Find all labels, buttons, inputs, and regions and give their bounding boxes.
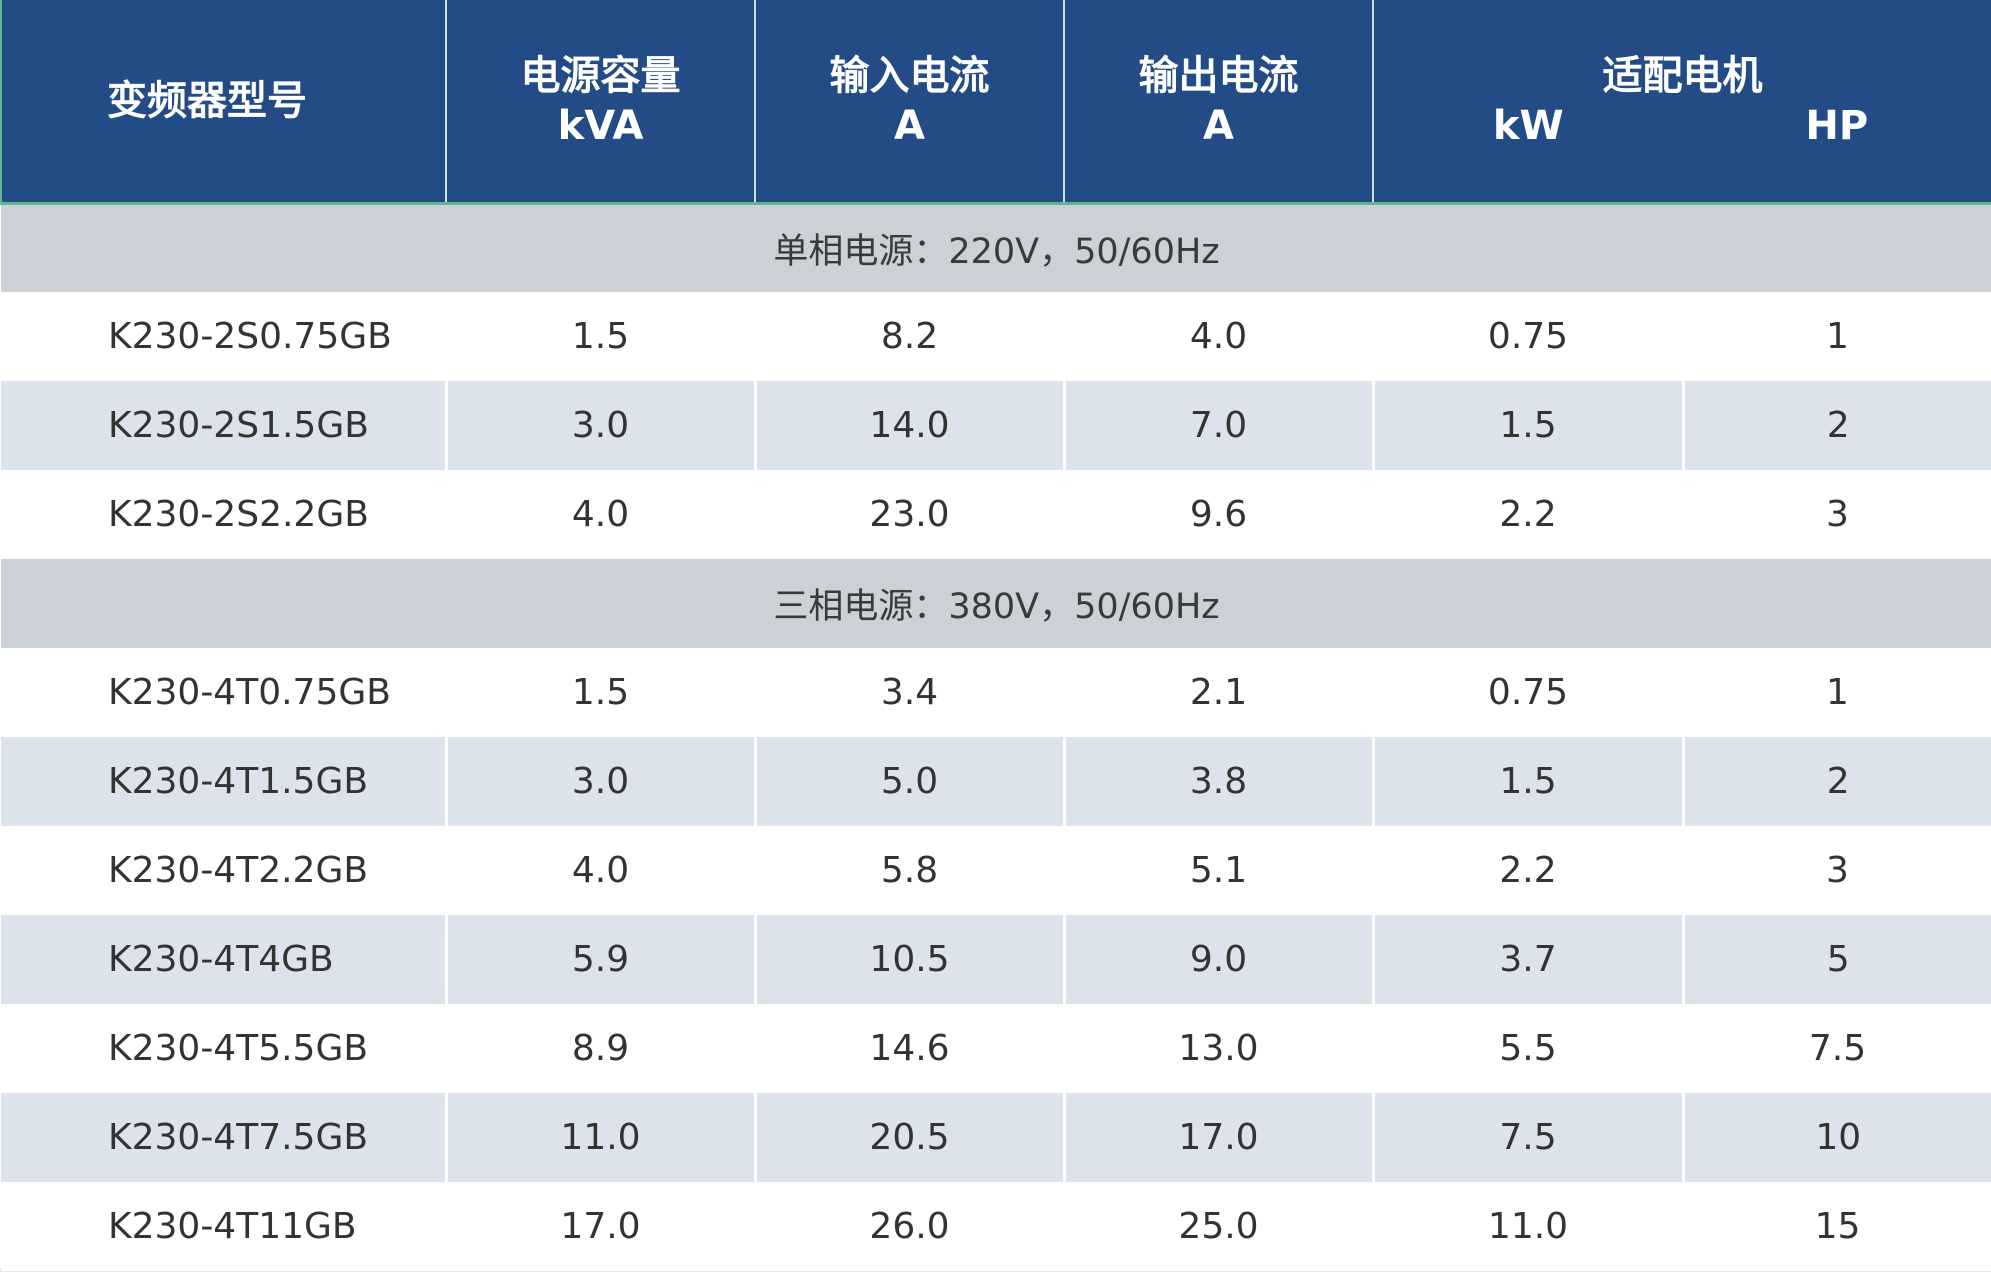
cell-motor-hp: 1	[1683, 292, 1991, 381]
table-row: K230-4T11GB 17.0 26.0 25.0 11.0 15	[1, 1182, 1991, 1271]
header-motor-group: 适配电机 kW HP	[1374, 51, 1991, 151]
cell-capacity: 8.9	[446, 1004, 755, 1093]
cell-input-current: 8.2	[755, 292, 1064, 381]
header-input-current: 输入电流 A	[755, 0, 1065, 205]
cell-capacity: 3.0	[446, 381, 757, 470]
section-row: 单相电源：220V，50/60Hz	[1, 203, 1991, 292]
table-row: K230-2S2.2GB 4.0 23.0 9.6 2.2 3	[1, 470, 1991, 559]
header-motor-label: 适配电机	[1602, 52, 1763, 99]
header-capacity-unit: kVA	[557, 102, 644, 149]
cell-capacity: 1.5	[446, 292, 755, 381]
cell-motor-hp: 7.5	[1683, 1004, 1991, 1093]
cell-motor-kw: 0.75	[1373, 292, 1683, 381]
cell-model: K230-4T0.75GB	[1, 648, 446, 737]
cell-model: K230-4T5.5GB	[1, 1004, 446, 1093]
table-row: K230-4T7.5GB 11.0 20.5 17.0 7.5 10	[1, 1093, 1991, 1182]
header-input-label: 输入电流	[829, 52, 990, 99]
cell-input-current: 3.4	[755, 648, 1064, 737]
cell-motor-hp: 15	[1683, 1182, 1991, 1271]
cell-motor-kw: 1.5	[1373, 381, 1685, 470]
header-motor-units: kW HP	[1374, 101, 1991, 151]
header-capacity-label: 电源容量	[520, 52, 681, 99]
cell-output-current: 2.1	[1064, 648, 1373, 737]
cell-motor-hp: 1	[1683, 648, 1991, 737]
cell-input-current: 23.0	[755, 470, 1064, 559]
cell-output-current: 17.0	[1064, 1093, 1375, 1182]
cell-input-current: 5.0	[755, 737, 1066, 826]
cell-motor-hp: 2	[1683, 381, 1991, 470]
table-body: 单相电源：220V，50/60Hz K230-2S0.75GB 1.5 8.2 4.0 0…	[1, 203, 1991, 1271]
header-output-current: 输出电流 A	[1064, 0, 1374, 205]
header-model: 变频器型号	[0, 0, 447, 205]
header-output-label: 输出电流	[1138, 52, 1299, 99]
cell-motor-kw: 11.0	[1373, 1182, 1683, 1271]
cell-input-current: 14.0	[755, 381, 1066, 470]
cell-motor-hp: 10	[1683, 1093, 1991, 1182]
cell-capacity: 4.0	[446, 826, 755, 915]
cell-capacity: 5.9	[446, 915, 757, 1004]
cell-motor-kw: 2.2	[1373, 470, 1683, 559]
cell-output-current: 9.0	[1064, 915, 1375, 1004]
cell-motor-kw: 1.5	[1373, 737, 1685, 826]
cell-output-current: 7.0	[1064, 381, 1375, 470]
header-capacity: 电源容量 kVA	[446, 0, 756, 205]
cell-motor-kw: 0.75	[1373, 648, 1683, 737]
cell-model: K230-4T1.5GB	[1, 737, 448, 826]
header-motor: 适配电机 kW HP	[1373, 0, 1991, 205]
cell-motor-kw: 3.7	[1373, 915, 1685, 1004]
cell-output-current: 9.6	[1064, 470, 1373, 559]
cell-input-current: 26.0	[755, 1182, 1064, 1271]
table-row: K230-4T4GB 5.9 10.5 9.0 3.7 5	[1, 915, 1991, 1004]
cell-capacity: 11.0	[446, 1093, 757, 1182]
header-motor-unit-kw: kW	[1492, 102, 1564, 149]
cell-model: K230-4T7.5GB	[1, 1093, 448, 1182]
cell-model: K230-2S0.75GB	[1, 292, 446, 381]
cell-motor-kw: 7.5	[1373, 1093, 1685, 1182]
cell-output-current: 4.0	[1064, 292, 1373, 381]
cell-motor-kw: 2.2	[1373, 826, 1683, 915]
table-row: K230-4T1.5GB 3.0 5.0 3.8 1.5 2	[1, 737, 1991, 826]
table-row: K230-4T5.5GB 8.9 14.6 13.0 5.5 7.5	[1, 1004, 1991, 1093]
table-row: K230-2S1.5GB 3.0 14.0 7.0 1.5 2	[1, 381, 1991, 470]
cell-motor-hp: 2	[1683, 737, 1991, 826]
cell-motor-hp: 3	[1683, 826, 1991, 915]
cell-input-current: 5.8	[755, 826, 1064, 915]
header-row: 变频器型号 电源容量 kVA 输入电流 A 输出电流 A 适配电机	[0, 0, 1991, 205]
cell-capacity: 17.0	[446, 1182, 755, 1271]
cell-input-current: 14.6	[755, 1004, 1064, 1093]
section-title: 单相电源：220V，50/60Hz	[1, 203, 1991, 292]
cell-model: K230-2S2.2GB	[1, 470, 446, 559]
cell-model: K230-4T11GB	[1, 1182, 446, 1271]
cell-output-current: 25.0	[1064, 1182, 1373, 1271]
table-header: 变频器型号 电源容量 kVA 输入电流 A 输出电流 A 适配电机	[0, 0, 1991, 205]
header-input-unit: A	[894, 102, 925, 149]
cell-output-current: 5.1	[1064, 826, 1373, 915]
section-row: 三相电源：380V，50/60Hz	[1, 559, 1991, 648]
cell-motor-hp: 3	[1683, 470, 1991, 559]
cell-input-current: 10.5	[755, 915, 1066, 1004]
header-motor-unit-hp: HP	[1805, 102, 1869, 149]
cell-output-current: 3.8	[1064, 737, 1375, 826]
cell-motor-kw: 5.5	[1373, 1004, 1683, 1093]
table-row: K230-4T2.2GB 4.0 5.8 5.1 2.2 3	[1, 826, 1991, 915]
cell-model: K230-4T2.2GB	[1, 826, 446, 915]
cell-motor-hp: 5	[1683, 915, 1991, 1004]
cell-output-current: 13.0	[1064, 1004, 1373, 1093]
cell-model: K230-2S1.5GB	[1, 381, 448, 470]
table-row: K230-4T0.75GB 1.5 3.4 2.1 0.75 1	[1, 648, 1991, 737]
cell-input-current: 20.5	[755, 1093, 1066, 1182]
cell-model: K230-4T4GB	[1, 915, 448, 1004]
section-title: 三相电源：380V，50/60Hz	[1, 559, 1991, 648]
header-model-label: 变频器型号	[107, 77, 307, 124]
cell-capacity: 3.0	[446, 737, 757, 826]
table-row: K230-2S0.75GB 1.5 8.2 4.0 0.75 1	[1, 292, 1991, 381]
header-output-unit: A	[1203, 102, 1234, 149]
cell-capacity: 1.5	[446, 648, 755, 737]
cell-capacity: 4.0	[446, 470, 755, 559]
